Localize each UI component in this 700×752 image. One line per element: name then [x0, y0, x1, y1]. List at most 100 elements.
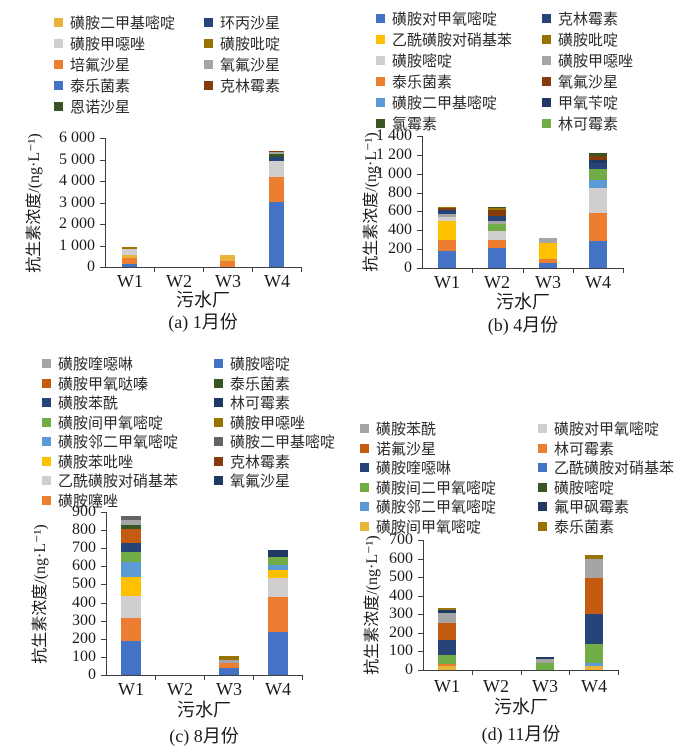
bar-segment — [122, 255, 137, 258]
legend-swatch — [214, 378, 223, 388]
x-tick-label: W2 — [483, 676, 509, 696]
legend-item: 泰乐菌素 — [214, 374, 335, 394]
axis-title-y: 抗生素浓度/(ng·L⁻¹) — [364, 535, 381, 675]
legend-item: 磺胺苯酰 — [360, 419, 496, 439]
legend-item-label: 克林霉素 — [558, 12, 619, 28]
legend-item: 磺胺喹噁啉 — [42, 354, 178, 374]
y-tick — [417, 174, 422, 175]
bar-segment — [438, 217, 456, 221]
bar-segment — [438, 214, 456, 217]
legend-item-label: 克林霉素 — [220, 79, 281, 95]
legend-item-label: 磺胺邻二甲氧嘧啶 — [58, 435, 179, 452]
axis-title-x: 污水厂 — [496, 292, 550, 312]
y-tick — [418, 614, 423, 615]
legend-item: 磺胺对甲氧嘧啶 — [538, 419, 674, 439]
bar-segment — [121, 641, 141, 675]
legend-item: 克林霉素 — [214, 452, 335, 472]
legend-item: 磺胺邻二甲氧嘧啶 — [360, 497, 496, 517]
x-tick — [252, 268, 253, 272]
legend-item: 克林霉素 — [204, 75, 280, 96]
y-tick — [417, 249, 422, 250]
x-tick — [203, 268, 204, 272]
y-tick-label: 400 — [72, 594, 96, 611]
panel-caption: (d) 11月份 — [481, 724, 561, 744]
x-tick — [155, 676, 156, 680]
y-tick-label: 200 — [388, 240, 412, 257]
legend-column: 环丙沙星 磺胺吡啶 氧氟沙星 克林霉素 — [204, 12, 280, 96]
x-tick — [472, 671, 473, 675]
legend-column: 磺胺喹噁啉 磺胺甲氧哒嗪 磺胺苯酰 磺胺间甲氧嘧啶 磺胺邻二甲氧嘧啶 磺胺苯吡唑 乙酰磺胺对… — [42, 354, 178, 510]
legend-swatch — [376, 14, 385, 23]
legend-swatch — [204, 60, 213, 69]
bar-w3 — [220, 255, 235, 267]
panel-c-august: 磺胺喹噁啉 磺胺甲氧哒嗪 磺胺苯酰 磺胺间甲氧嘧啶 磺胺邻二甲氧嘧啶 磺胺苯吡唑 乙酰磺胺对… — [0, 340, 350, 752]
axis-title-y: 抗生素浓度/(ng·L⁻¹) — [26, 132, 43, 273]
legend-swatch — [376, 77, 385, 86]
legend-item: 磺胺吡啶 — [204, 33, 280, 54]
y-tick-label: 700 — [389, 531, 413, 548]
legend-item: 磺胺吡啶 — [542, 29, 633, 50]
y-tick — [417, 211, 422, 212]
legend-item-label: 磺胺噻唑 — [58, 493, 119, 510]
bar-segment — [121, 525, 141, 529]
y-tick — [100, 138, 105, 139]
y-tick-label: 200 — [389, 624, 413, 641]
legend-item-label: 乙酰磺胺对硝基苯 — [554, 461, 675, 478]
bar-segment — [488, 216, 506, 221]
legend-item-label: 氯霉素 — [392, 117, 438, 133]
x-tick-label: W4 — [264, 271, 290, 291]
legend-swatch — [42, 456, 51, 466]
panel-a-january: 磺胺二甲基嘧啶 磺胺甲噁唑 培氟沙星 泰乐菌素 恩诺沙星 环丙沙星 磺胺吡啶 氧氟沙星 克林霉素… — [0, 0, 350, 345]
legend-swatch — [204, 18, 213, 27]
bar-segment — [585, 663, 603, 666]
axis-title-y: 抗生素浓度/(ng·L⁻¹) — [32, 523, 49, 664]
legend-swatch — [538, 443, 547, 453]
y-tick-label: 400 — [389, 587, 413, 604]
y-tick — [100, 203, 105, 204]
legend-swatch — [54, 60, 63, 69]
legend-swatch — [54, 102, 63, 111]
bar-segment — [268, 597, 288, 632]
legend-column: 磺胺对甲氧嘧啶 乙酰磺胺对硝基苯 磺胺嘧啶 泰乐菌素 磺胺二甲基嘧啶 氯霉素 — [376, 8, 512, 134]
bar-segment — [122, 258, 137, 264]
y-tick-label: 300 — [72, 612, 96, 629]
legend-item: 磺胺苯吡唑 — [42, 452, 178, 472]
y-tick-label: 2 000 — [59, 215, 95, 232]
legend-column: 磺胺苯酰 诺氟沙星 磺胺喹噁啉 磺胺间二甲氧嘧啶 磺胺邻二甲氧嘧啶 磺胺间甲氧嘧啶 — [360, 419, 496, 536]
bar-segment — [539, 238, 557, 243]
bar-segment — [438, 207, 456, 208]
axis-title-x: 污水厂 — [177, 700, 231, 720]
x-tick-label: W4 — [265, 679, 291, 699]
legend-item-label: 磺胺吡啶 — [558, 33, 619, 49]
bar-segment — [488, 207, 506, 208]
y-axis — [422, 136, 423, 268]
legend-swatch — [360, 482, 369, 492]
y-tick-label: 100 — [72, 648, 96, 665]
y-tick-label: 500 — [389, 568, 413, 585]
legend-item-label: 磺胺嘧啶 — [230, 357, 291, 374]
bar-w4 — [269, 151, 284, 267]
legend-swatch — [214, 417, 223, 427]
bar-segment — [438, 666, 456, 670]
legend-item-label: 林可霉素 — [554, 441, 615, 458]
y-tick-label: 0 — [88, 666, 96, 683]
legend-item-label: 磺胺喹噁啉 — [376, 461, 452, 478]
bar-segment — [220, 261, 235, 267]
bar-segment — [121, 618, 141, 641]
bar-segment — [585, 644, 603, 663]
legend-item: 磺胺间二甲氧嘧啶 — [360, 478, 496, 498]
bar-segment — [438, 655, 456, 664]
legend-item-label: 磺胺嘧啶 — [392, 54, 453, 70]
y-tick — [101, 512, 106, 513]
legend-item-label: 磺胺苯酰 — [376, 422, 437, 439]
legend-item-label: 林可霉素 — [558, 117, 619, 133]
panel-caption: (a) 1月份 — [168, 312, 238, 332]
y-tick-label: 3 000 — [59, 194, 95, 211]
legend-item: 磺胺二甲基嘧啶 — [54, 12, 175, 33]
y-tick — [417, 193, 422, 194]
legend-item-label: 甲氧苄啶 — [558, 96, 619, 112]
legend-swatch — [42, 417, 51, 427]
legend-swatch — [538, 482, 547, 492]
legend-item-label: 培氟沙星 — [70, 58, 131, 74]
bar-segment — [122, 247, 137, 249]
